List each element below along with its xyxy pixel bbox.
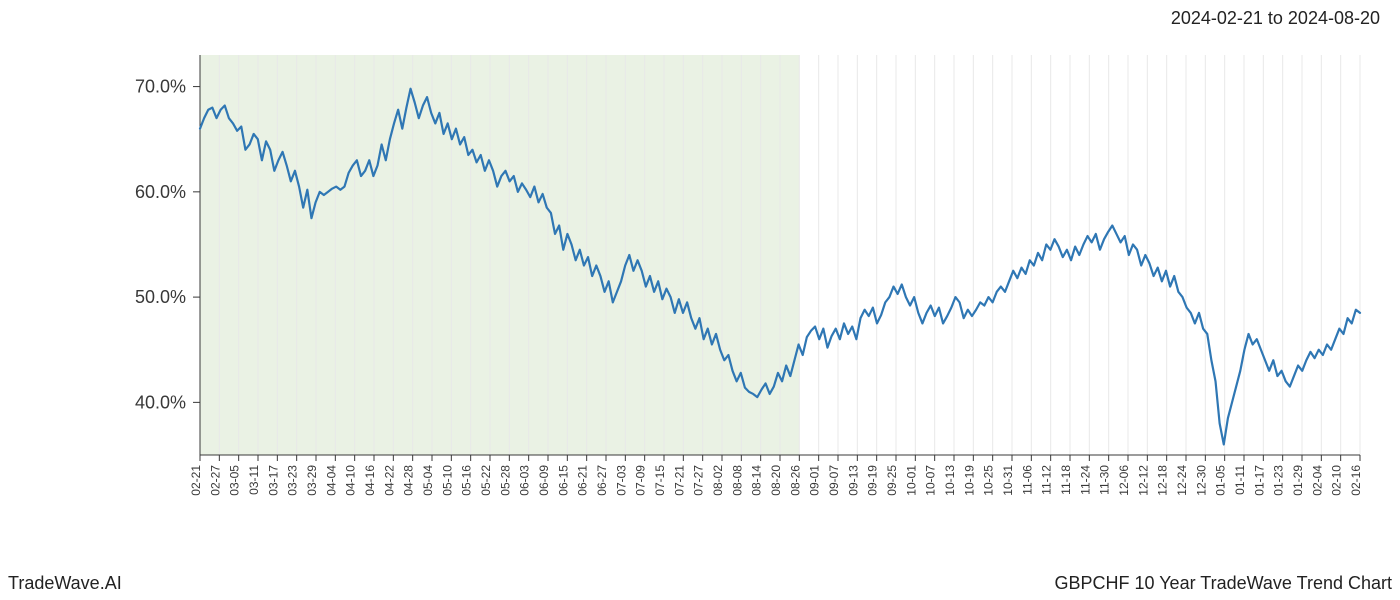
svg-text:10-25: 10-25 (982, 465, 996, 496)
svg-text:09-25: 09-25 (885, 465, 899, 496)
svg-text:60.0%: 60.0% (135, 182, 186, 202)
svg-text:02-27: 02-27 (208, 465, 222, 496)
svg-text:08-20: 08-20 (769, 465, 783, 496)
svg-text:04-28: 04-28 (402, 465, 416, 496)
svg-text:02-21: 02-21 (189, 465, 203, 496)
chart-svg: 40.0% 50.0% 60.0% 70.0% 02-21 02-27 03-05 03-11… (0, 45, 1400, 515)
svg-text:07-03: 07-03 (614, 465, 628, 496)
svg-text:07-15: 07-15 (653, 465, 667, 496)
svg-text:01-23: 01-23 (1272, 465, 1286, 496)
svg-text:04-04: 04-04 (324, 465, 338, 496)
svg-text:09-13: 09-13 (846, 465, 860, 496)
svg-text:02-04: 02-04 (1310, 465, 1324, 496)
svg-text:11-18: 11-18 (1059, 465, 1073, 495)
svg-text:07-09: 07-09 (634, 465, 648, 496)
svg-text:03-23: 03-23 (286, 465, 300, 496)
svg-text:06-09: 06-09 (537, 465, 551, 496)
svg-text:40.0%: 40.0% (135, 392, 186, 412)
svg-text:10-31: 10-31 (1001, 465, 1015, 496)
svg-text:05-16: 05-16 (460, 465, 474, 496)
svg-text:04-10: 04-10 (344, 465, 358, 496)
svg-text:05-28: 05-28 (498, 465, 512, 496)
svg-text:11-30: 11-30 (1098, 465, 1112, 495)
svg-text:08-08: 08-08 (730, 465, 744, 496)
svg-text:09-07: 09-07 (827, 465, 841, 496)
svg-text:04-22: 04-22 (382, 465, 396, 496)
svg-text:01-17: 01-17 (1252, 465, 1266, 496)
svg-text:01-11: 01-11 (1233, 465, 1247, 495)
svg-text:03-11: 03-11 (247, 465, 261, 495)
svg-text:07-27: 07-27 (692, 465, 706, 496)
chart-title: GBPCHF 10 Year TradeWave Trend Chart (1055, 573, 1393, 594)
svg-text:02-16: 02-16 (1349, 465, 1363, 496)
svg-text:08-14: 08-14 (750, 465, 764, 496)
svg-text:02-10: 02-10 (1330, 465, 1344, 496)
svg-text:70.0%: 70.0% (135, 77, 186, 97)
svg-text:12-24: 12-24 (1175, 465, 1189, 496)
brand-label: TradeWave.AI (8, 573, 122, 594)
svg-text:06-27: 06-27 (595, 465, 609, 496)
svg-text:12-06: 12-06 (1117, 465, 1131, 496)
svg-text:10-07: 10-07 (924, 465, 938, 496)
date-range-label: 2024-02-21 to 2024-08-20 (1171, 8, 1380, 29)
svg-text:10-13: 10-13 (943, 465, 957, 496)
svg-text:03-17: 03-17 (266, 465, 280, 496)
svg-text:06-03: 06-03 (518, 465, 532, 496)
svg-text:05-10: 05-10 (440, 465, 454, 496)
svg-text:09-19: 09-19 (866, 465, 880, 496)
svg-text:10-01: 10-01 (904, 465, 918, 496)
trend-chart: 40.0% 50.0% 60.0% 70.0% 02-21 02-27 03-05 03-11… (0, 45, 1400, 515)
svg-text:11-24: 11-24 (1078, 465, 1092, 495)
svg-text:11-06: 11-06 (1020, 465, 1034, 495)
svg-text:03-05: 03-05 (228, 465, 242, 496)
svg-text:03-29: 03-29 (305, 465, 319, 496)
svg-text:07-21: 07-21 (672, 465, 686, 496)
svg-text:01-29: 01-29 (1291, 465, 1305, 496)
svg-text:09-01: 09-01 (808, 465, 822, 496)
svg-text:04-16: 04-16 (363, 465, 377, 496)
svg-text:12-18: 12-18 (1156, 465, 1170, 496)
svg-text:12-12: 12-12 (1136, 465, 1150, 496)
svg-text:08-02: 08-02 (711, 465, 725, 496)
svg-text:08-26: 08-26 (788, 465, 802, 496)
svg-text:01-05: 01-05 (1214, 465, 1228, 496)
svg-text:06-21: 06-21 (576, 465, 590, 496)
svg-text:10-19: 10-19 (962, 465, 976, 496)
svg-text:05-04: 05-04 (421, 465, 435, 496)
svg-text:11-12: 11-12 (1040, 465, 1054, 495)
svg-text:12-30: 12-30 (1194, 465, 1208, 496)
svg-text:05-22: 05-22 (479, 465, 493, 496)
svg-text:50.0%: 50.0% (135, 287, 186, 307)
svg-text:06-15: 06-15 (556, 465, 570, 496)
